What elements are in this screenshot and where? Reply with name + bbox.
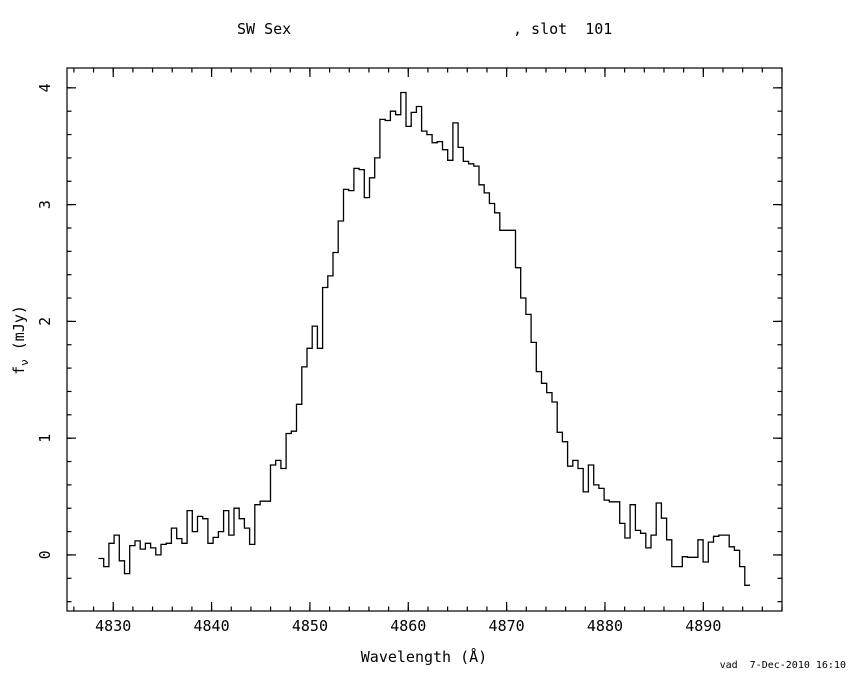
x-tick-label: 4860 (390, 617, 426, 635)
x-tick-label: 4850 (292, 617, 328, 635)
y-tick-label: 4 (36, 83, 54, 92)
axis-ticks (67, 68, 783, 611)
plot-title-slot: , slot 101 (513, 20, 612, 38)
credit-timestamp: vad 7-Dec-2010 16:10 (720, 660, 846, 671)
y-tick-label: 0 (36, 550, 54, 559)
plot-frame (66, 67, 783, 612)
x-tick-label: 4840 (194, 617, 230, 635)
y-axis-label-base: f (10, 366, 28, 375)
spectrum-step-line (98, 91, 750, 586)
y-tick-labels: 0 1 2 3 4 (36, 83, 54, 559)
frame-rect (66, 67, 783, 612)
x-tick-label: 4890 (685, 617, 721, 635)
spectrum-path (98, 91, 750, 586)
x-tick-label: 4830 (95, 617, 131, 635)
y-tick-label: 3 (36, 200, 54, 209)
x-axis-label: Wavelength (Å) (361, 647, 487, 666)
y-axis-label-subscript: ν (18, 359, 31, 366)
y-tick-label: 2 (36, 317, 54, 326)
plot-title-object: SW Sex (237, 20, 291, 38)
y-tick-label: 1 (36, 434, 54, 443)
x-tick-label: 4880 (587, 617, 623, 635)
x-tick-labels: 4830 4840 4850 4860 4870 4880 4890 (95, 617, 721, 635)
y-axis-label: fν (mJy) (10, 305, 31, 375)
y-axis-label-unit: (mJy) (10, 305, 28, 359)
x-tick-label: 4870 (489, 617, 525, 635)
